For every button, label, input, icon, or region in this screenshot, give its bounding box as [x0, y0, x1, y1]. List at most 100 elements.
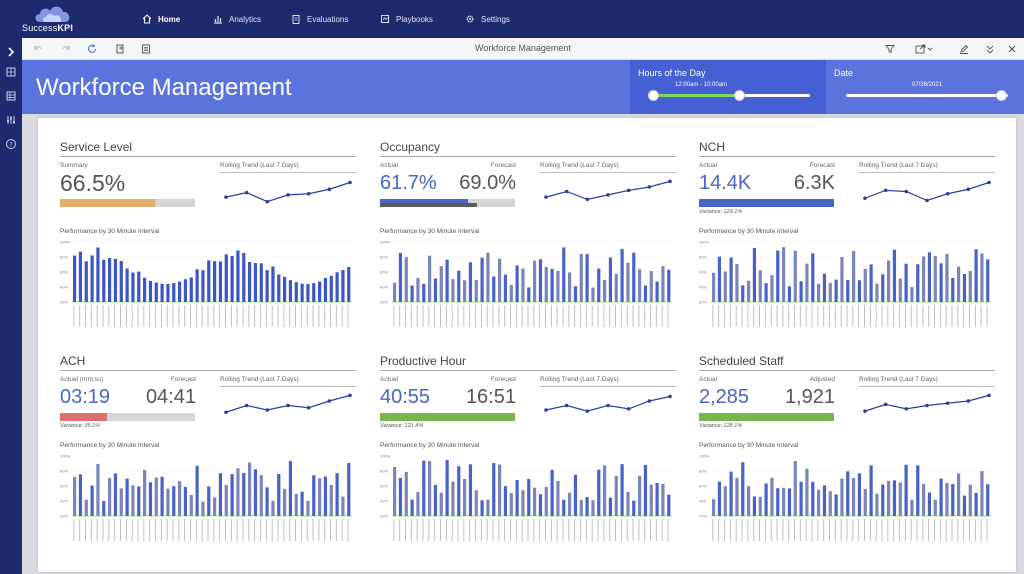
perf-bar [515, 480, 519, 516]
perf-xtick-label [916, 519, 918, 541]
perf-bar [805, 263, 809, 302]
perf-bar [957, 266, 961, 302]
kpi-card-title: Productive Hour [380, 354, 467, 368]
grid-icon[interactable] [5, 66, 17, 78]
perf-bar [195, 269, 199, 302]
perf-ytick-label: 60% [60, 270, 68, 275]
perf-xtick-label [644, 305, 646, 327]
perf-bar [892, 480, 897, 516]
perf-xtick-label [143, 305, 145, 327]
perf-bar [916, 465, 920, 516]
perf-xtick-label [260, 305, 261, 327]
perf-xtick-label [735, 519, 737, 541]
kpi-variance: Variance: 121.4% [380, 423, 424, 429]
perf-xtick-label [667, 519, 669, 541]
nav-settings[interactable]: Settings [465, 11, 510, 27]
trend-divider [540, 386, 676, 387]
perf-bar [787, 286, 792, 302]
table-icon[interactable] [5, 90, 17, 102]
perf-ytick-label: 40% [60, 285, 68, 290]
perf-xtick-label [934, 305, 935, 327]
perf-bar [597, 268, 601, 302]
perf-bar [347, 463, 351, 516]
kpi-right-label: Adjusted [809, 376, 835, 383]
perf-bar [741, 285, 745, 302]
perf-bar [573, 474, 578, 516]
perf-xtick-label [451, 305, 453, 327]
kpi-left-label: Actual [699, 376, 718, 383]
redo-icon[interactable] [60, 43, 72, 55]
edit-icon[interactable] [958, 43, 970, 55]
perf-xtick-label [638, 305, 640, 327]
perf-xtick-label [207, 519, 209, 541]
collapse-icon[interactable] [984, 43, 996, 55]
share-dropdown-icon[interactable] [914, 43, 936, 55]
perf-xtick-label [102, 305, 104, 327]
perf-bar [951, 277, 955, 302]
perf-bar [102, 501, 106, 516]
kpi-progress-bar [60, 199, 195, 207]
perf-xtick-label [840, 305, 842, 327]
nav-evaluations[interactable]: Evaluations [291, 11, 348, 27]
kpi-card: Occupancy Actual 61.7% Forecast 69.0% Rolling… [380, 140, 676, 350]
close-icon[interactable] [1006, 43, 1018, 55]
trend-divider [540, 172, 676, 173]
export-icon[interactable] [114, 43, 126, 55]
perf-xtick-label [295, 305, 296, 327]
perf-xtick-label [650, 305, 651, 327]
perf-xtick-label [108, 305, 110, 327]
perf-bar [869, 465, 873, 516]
perf-xtick-label [969, 519, 970, 541]
undo-icon[interactable] [32, 43, 44, 55]
perf-bar [178, 481, 182, 516]
nav-home[interactable]: Home [142, 11, 180, 27]
perf-chart-label: Performance by 30 Minute Interval [60, 442, 160, 449]
trend-point [244, 403, 249, 408]
nav-playbooks[interactable]: Playbooks [380, 11, 433, 27]
hours-slider-start-handle[interactable] [648, 90, 659, 101]
performance-bar-chart: 100% 80% 60% 40% 20% [699, 240, 991, 327]
perf-bar [213, 261, 217, 302]
trend-point [883, 188, 888, 193]
perf-ytick-label: 20% [380, 514, 388, 519]
trend-point [306, 191, 311, 196]
perf-bar [939, 478, 943, 516]
chevron-right-icon[interactable] [5, 46, 17, 58]
perf-xtick-label [178, 519, 180, 541]
perf-xtick-label [632, 305, 634, 327]
perf-bar [172, 283, 176, 302]
sliders-icon[interactable] [5, 114, 17, 126]
refresh-icon[interactable] [86, 43, 98, 55]
kpi-progress-bar [60, 413, 195, 421]
perf-bar [492, 276, 496, 302]
perf-xtick-label [300, 305, 302, 327]
date-slider-track[interactable] [846, 94, 1008, 97]
perf-ytick-label: 100% [380, 240, 391, 245]
kpi-card-title: ACH [60, 354, 86, 368]
perf-bar [224, 254, 228, 302]
perf-bar [817, 489, 821, 516]
nav-analytics[interactable]: Analytics [213, 11, 261, 27]
help-icon[interactable]: ? [5, 138, 17, 150]
perf-bar [962, 495, 967, 516]
perf-xtick-label [928, 305, 930, 327]
kpi-card: Service Level Summary 66.5% Rolling Trend (… [60, 140, 356, 350]
logo[interactable]: SuccessKPI [22, 5, 82, 35]
document-icon[interactable] [140, 43, 152, 55]
perf-xtick-label [335, 305, 337, 327]
perf-xtick-label [869, 519, 871, 541]
hours-slider-end-handle[interactable] [733, 90, 745, 101]
perf-xtick-label [533, 519, 535, 541]
perf-xtick-label [580, 519, 581, 541]
perf-bar [614, 273, 618, 302]
perf-bar [288, 280, 293, 302]
kpi-card-title: Occupancy [380, 140, 441, 154]
perf-xtick-label [858, 305, 860, 327]
top-nav: SuccessKPI Home Analytics Evaluations Pl… [0, 0, 1024, 38]
perf-xtick-label [475, 305, 476, 327]
date-slider-handle[interactable] [996, 90, 1007, 101]
perf-bar [329, 275, 333, 302]
perf-bar [474, 279, 478, 302]
perf-bar [131, 272, 135, 302]
filter-icon[interactable] [884, 43, 896, 55]
